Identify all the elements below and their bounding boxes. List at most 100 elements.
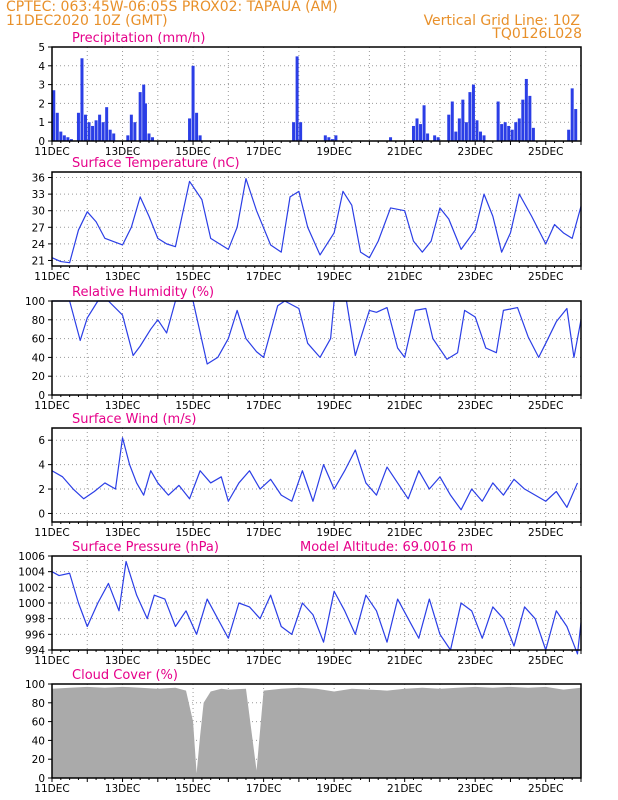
panel1-bar: [570, 88, 574, 141]
panel1-bar: [112, 133, 116, 141]
panel1-bar: [471, 84, 475, 141]
panel4-xtick-label: 11DEC: [34, 527, 69, 539]
panel1-bar: [457, 118, 461, 141]
panel1-xtick-label: 19DEC: [316, 146, 351, 158]
panel2-xtick-label: 23DEC: [457, 271, 492, 283]
panel5-annotation: Model Altitude: 69.0016 m: [300, 540, 473, 555]
panel1-bar: [76, 112, 80, 141]
panel6-xtick-label: 25DEC: [528, 783, 563, 795]
panel1-bar: [295, 56, 299, 141]
panel5-ytick-label: 1002: [18, 582, 45, 594]
panel1-bar: [126, 135, 130, 141]
panel5-ytick-label: 1004: [18, 567, 45, 579]
panel6-ytick-label: 80: [32, 698, 45, 710]
panel4-xtick-label: 17DEC: [246, 527, 281, 539]
panel1-bar: [517, 118, 521, 141]
panel3-title: Relative Humidity (%): [72, 285, 214, 300]
panel1-bar: [510, 129, 514, 141]
panel1-bar: [496, 101, 500, 141]
panel2-xtick-label: 19DEC: [316, 271, 351, 283]
panel1-bar: [422, 105, 426, 141]
panel1-bar: [105, 107, 109, 141]
panel2-ytick-label: 33: [32, 189, 45, 201]
panel2-ytick-label: 27: [32, 222, 45, 234]
panel1-bar: [503, 122, 507, 141]
panel3-xtick-label: 21DEC: [387, 400, 422, 412]
panel1-bar: [198, 135, 202, 141]
panel3-xtick-label: 17DEC: [246, 400, 281, 412]
panel5-series-line: [51, 560, 582, 655]
panel1-bar: [482, 135, 486, 141]
panel4-ytick-label: 4: [38, 460, 45, 472]
panel1-bar: [142, 84, 146, 141]
panel2-xtick-label: 25DEC: [528, 271, 563, 283]
panel1-bar: [327, 137, 331, 141]
panel1-bar: [129, 114, 133, 141]
panel3-ytick-label: 60: [32, 334, 45, 346]
header-code: TQ0126L028: [492, 26, 582, 42]
panel1-bar: [94, 120, 98, 141]
panel5-ytick-label: 1006: [18, 551, 45, 563]
panel1-bar: [52, 90, 56, 141]
panel1-bar: [80, 58, 84, 141]
panel1-bar: [531, 127, 535, 141]
panel3-xtick-label: 15DEC: [175, 400, 210, 412]
panel1-bar: [87, 122, 91, 141]
panel1-bar: [524, 78, 528, 141]
panel5-ytick-label: 998: [25, 614, 45, 626]
panel1-bar: [299, 122, 303, 141]
panel2-xtick-label: 17DEC: [246, 271, 281, 283]
panel1-ytick-label: 5: [38, 42, 45, 54]
panel1-xtick-label: 21DEC: [387, 146, 422, 158]
panel5-xtick-label: 21DEC: [387, 655, 422, 667]
panel5-xtick-label: 23DEC: [457, 655, 492, 667]
header-line1: CPTEC: 063:45W-06:05S PROX02: TAPAUA (AM…: [6, 0, 338, 15]
panel1-bar: [507, 125, 511, 141]
panel1-bar: [389, 137, 393, 141]
panel2-ytick-label: 30: [32, 206, 45, 218]
panel3-xtick-label: 13DEC: [105, 400, 140, 412]
panel3-xtick-label: 11DEC: [34, 400, 69, 412]
panel3-xtick-label: 23DEC: [457, 400, 492, 412]
panel1-bar: [143, 103, 147, 141]
panel1-bar: [62, 135, 66, 141]
panel6-xtick-label: 19DEC: [316, 783, 351, 795]
panel1-bar: [334, 135, 338, 141]
panel1-bar: [415, 118, 419, 141]
panel3-xtick-label: 19DEC: [316, 400, 351, 412]
panel2-ytick-label: 36: [32, 173, 46, 185]
panel6-xtick-label: 13DEC: [105, 783, 140, 795]
panel5-ytick-label: 996: [25, 629, 45, 641]
panel1-bar: [108, 129, 112, 141]
panel1-bar: [419, 124, 423, 141]
panel1-bar: [101, 122, 105, 141]
panel6-ytick-label: 40: [32, 735, 45, 747]
panel1-bar: [528, 95, 532, 141]
panel4-xtick-label: 23DEC: [457, 527, 492, 539]
panel5-xtick-label: 15DEC: [175, 655, 210, 667]
panel1-bar: [323, 135, 327, 141]
panel4-series-line: [51, 437, 579, 511]
panel6-ytick-label: 100: [25, 679, 45, 691]
panel1-bar: [98, 114, 102, 141]
panel4-ytick-label: 2: [38, 484, 45, 496]
panel4-xtick-label: 25DEC: [528, 527, 563, 539]
panel3-xtick-label: 25DEC: [528, 400, 563, 412]
panel1-bar: [450, 101, 454, 141]
panel6-xtick-label: 15DEC: [175, 783, 210, 795]
panel5-xtick-label: 17DEC: [246, 655, 281, 667]
panel1-bar: [84, 114, 88, 141]
panel2-xtick-label: 11DEC: [34, 271, 69, 283]
panel1-bar: [138, 92, 142, 141]
panel1-bar: [567, 129, 571, 141]
panel1-xtick-label: 25DEC: [528, 146, 563, 158]
panel1-bar: [191, 65, 195, 141]
panel1-xtick-label: 15DEC: [175, 146, 210, 158]
panel1-xtick-label: 11DEC: [34, 146, 69, 158]
panel3-ytick-label: 40: [32, 352, 45, 364]
panel4-frame: [51, 427, 582, 523]
panel2-ytick-label: 24: [32, 239, 46, 251]
panel1-title: Precipitation (mm/h): [72, 31, 205, 46]
panel1-xtick-label: 17DEC: [246, 146, 281, 158]
panel6-title: Cloud Cover (%): [72, 668, 178, 683]
